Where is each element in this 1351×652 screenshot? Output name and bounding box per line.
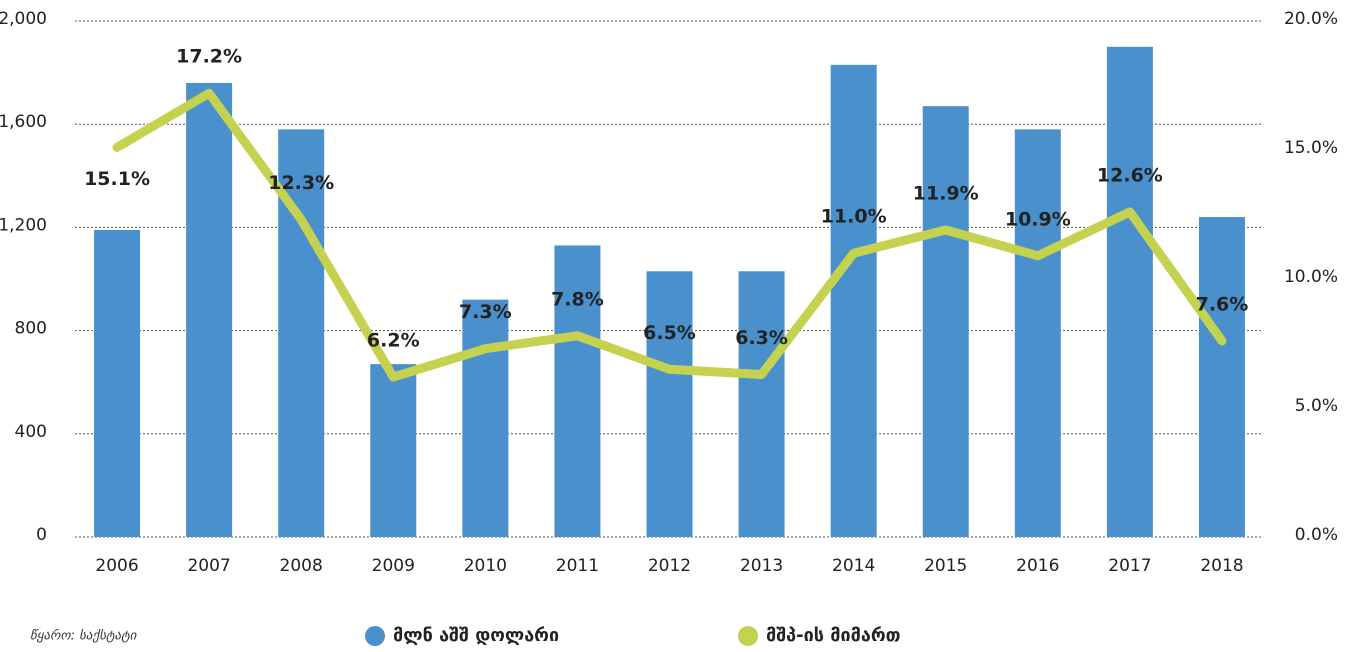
- legend-label: მლნ აშშ დოლარი: [393, 625, 559, 646]
- value-label: 6.3%: [735, 327, 788, 349]
- bar: [94, 229, 141, 538]
- legend-label: მშპ-ის მიმართ: [766, 625, 901, 646]
- y-tick-label: 0: [36, 525, 47, 545]
- y-tick-label: 800: [15, 319, 47, 339]
- y2-tick-label: 15.0%: [1284, 138, 1338, 158]
- y2-tick-label: 20.0%: [1284, 9, 1338, 29]
- x-tick-label: 2007: [187, 556, 230, 576]
- source: წყარო: საქსტატი: [30, 629, 138, 644]
- x-tick-label: 2006: [95, 556, 138, 576]
- value-label: 12.6%: [1097, 164, 1163, 186]
- x-tick-label: 2009: [372, 556, 415, 576]
- bar: [1198, 217, 1245, 537]
- x-tick-label: 2011: [556, 556, 599, 576]
- y2-tick-label: 5.0%: [1295, 396, 1338, 416]
- y-tick-label: 400: [15, 422, 47, 442]
- legend-swatch: [365, 626, 385, 646]
- value-label: 17.2%: [176, 46, 242, 68]
- value-label: 12.3%: [268, 172, 334, 194]
- y2-tick-label: 10.0%: [1284, 267, 1338, 287]
- bar: [1106, 46, 1153, 538]
- value-label: 11.9%: [913, 182, 979, 204]
- value-label: 11.0%: [821, 206, 887, 228]
- value-label: 7.6%: [1196, 293, 1249, 315]
- value-label: 6.5%: [643, 322, 696, 344]
- bar: [922, 106, 969, 537]
- x-tick-label: 2014: [832, 556, 875, 576]
- x-tick-label: 2016: [1016, 556, 1059, 576]
- x-tick-label: 2012: [648, 556, 691, 576]
- value-label: 7.3%: [459, 301, 512, 323]
- bar: [646, 271, 693, 537]
- y-tick-label: 1,200: [0, 215, 47, 235]
- value-label: 15.1%: [84, 168, 150, 190]
- x-tick-label: 2018: [1200, 556, 1243, 576]
- bar: [462, 299, 509, 537]
- x-tick-label: 2008: [280, 556, 323, 576]
- value-label: 6.2%: [367, 330, 420, 352]
- x-tick-label: 2017: [1108, 556, 1151, 576]
- bar: [186, 82, 233, 538]
- x-tick-label: 2013: [740, 556, 783, 576]
- line: [112, 88, 1227, 382]
- value-label: 7.8%: [551, 288, 604, 310]
- value-label: 10.9%: [1005, 208, 1071, 230]
- bar: [738, 271, 785, 537]
- bar: [1014, 129, 1061, 538]
- y2-tick-label: 0.0%: [1295, 525, 1338, 545]
- bar: [370, 364, 417, 537]
- bar: [554, 245, 601, 537]
- x-tick-label: 2010: [464, 556, 507, 576]
- bar: [830, 64, 877, 538]
- y-tick-label: 1,600: [0, 112, 47, 132]
- y-tick-label: 2,000: [0, 9, 47, 29]
- x-tick-label: 2015: [924, 556, 967, 576]
- legend-swatch: [738, 626, 758, 646]
